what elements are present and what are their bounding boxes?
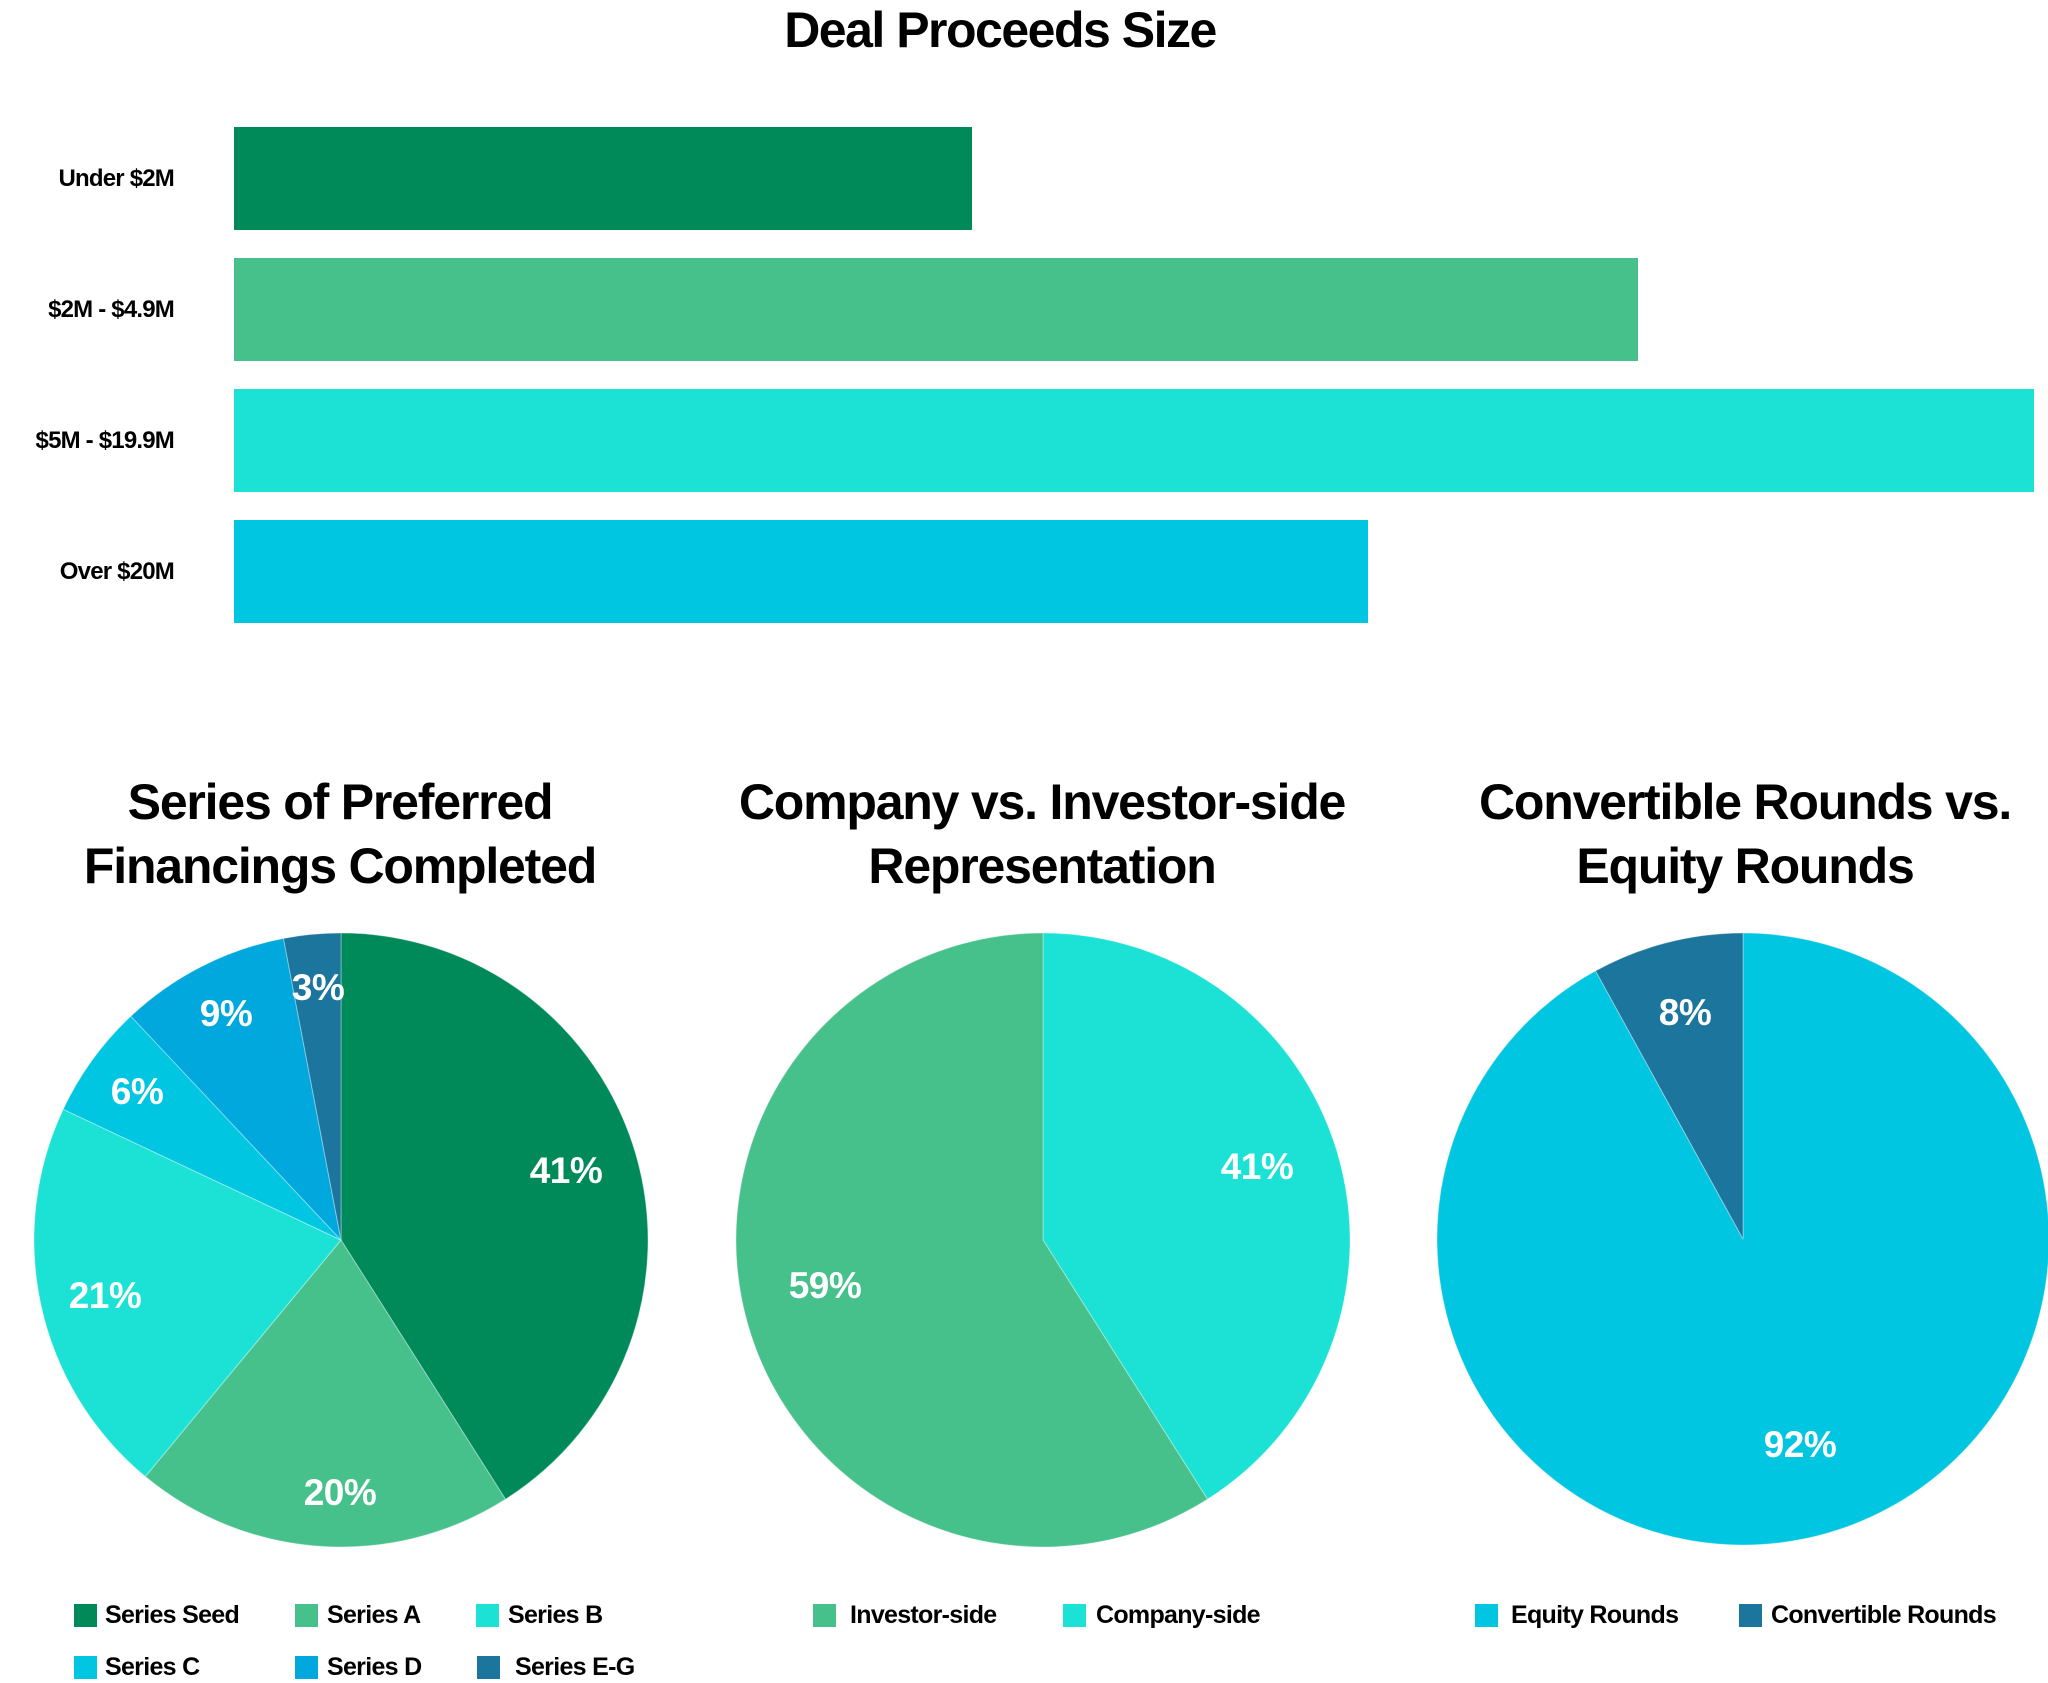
- pie-slice-label: 21%: [68, 1275, 142, 1316]
- bar: [234, 127, 972, 230]
- pie-title-line: Series of Preferred: [127, 774, 554, 830]
- legend-swatch: [295, 1655, 318, 1679]
- pie-company-vs-investor: [735, 932, 1351, 1548]
- legend-swatch: [813, 1603, 836, 1627]
- pie-slice-label: 20%: [303, 1472, 377, 1513]
- pie-title-line: Financings Completed: [83, 838, 597, 894]
- pie-representation-title: Company vs. Investor-side Representation: [700, 770, 1384, 898]
- legend-label: Investor-side: [850, 1601, 997, 1629]
- pie-slice-company-side: [1042, 932, 1351, 1500]
- pie-slice-convertible-rounds: [1594, 932, 1744, 1240]
- legend-swatch: [477, 1655, 500, 1679]
- legend-label: Series A: [327, 1601, 421, 1629]
- pie-rounds-title: Convertible Rounds vs. Equity Rounds: [1430, 770, 2048, 898]
- bar: [234, 258, 1638, 361]
- bar-chart-title: Deal Proceeds Size: [784, 2, 1217, 58]
- legend-label: Series E-G: [515, 1653, 635, 1681]
- pie-slice-label: 8%: [1658, 992, 1712, 1033]
- pie-slice-label: 92%: [1763, 1424, 1837, 1465]
- legend-swatch: [295, 1603, 318, 1627]
- pie-slice-series-a: [144, 1239, 507, 1548]
- pie-series-of-preferred: [33, 932, 649, 1548]
- pie-slice-label: 41%: [1220, 1146, 1294, 1187]
- pie-slice-equity-rounds: [1436, 932, 2048, 1546]
- pie-slice-label: 9%: [199, 993, 253, 1034]
- bar-row-under-2m: Under $2M: [0, 127, 2048, 230]
- pie-slice-series-c: [62, 1015, 342, 1241]
- pie-slice-series-seed: [340, 932, 649, 1500]
- pie-slice-label: 41%: [529, 1150, 603, 1191]
- pie-slice-investor-side: [735, 932, 1209, 1548]
- legend-label: Series D: [327, 1653, 422, 1681]
- pie-title-line: Convertible Rounds vs.: [1478, 774, 2012, 830]
- legend-item-company-side: Company-side: [1063, 1603, 1261, 1628]
- pie-slice-label: 6%: [110, 1071, 164, 1112]
- legend-item-series-b: Series B: [476, 1603, 603, 1628]
- legend-item-series-a: Series A: [295, 1603, 421, 1628]
- pie-slice-series-d: [130, 937, 342, 1242]
- bar-row-2m-4-9m: $2M - $4.9M: [0, 258, 2048, 361]
- legend-label: Convertible Rounds: [1771, 1601, 1997, 1629]
- pie-slice-series-b: [33, 1108, 342, 1478]
- legend-label: Series B: [508, 1601, 603, 1629]
- legend-item-convertible-rounds: Convertible Rounds: [1739, 1603, 1997, 1628]
- pie-title-line: Company vs. Investor-side: [738, 774, 1347, 830]
- legend-swatch: [74, 1603, 97, 1627]
- bar-row-over-20m: Over $20M: [0, 520, 2048, 623]
- bar-row-5m-19-9m: $5M - $19.9M: [0, 389, 2048, 492]
- legend-swatch: [1739, 1603, 1762, 1627]
- bar-label: $2M - $4.9M: [48, 295, 175, 323]
- legend-item-series-c: Series C: [74, 1655, 200, 1680]
- legend-label: Series Seed: [105, 1601, 240, 1629]
- legend-swatch: [476, 1603, 499, 1627]
- legend-label: Equity Rounds: [1511, 1601, 1679, 1629]
- legend-item-investor-side: Investor-side: [813, 1603, 997, 1628]
- legend-item-series-d: Series D: [295, 1655, 422, 1680]
- bar: [234, 389, 2034, 492]
- pie-title-line: Representation: [868, 838, 1216, 894]
- legend-swatch: [1475, 1603, 1498, 1627]
- legend-swatch: [1063, 1603, 1086, 1627]
- pie-slice-series-e-g: [282, 932, 342, 1241]
- bar-label: $5M - $19.9M: [35, 426, 175, 454]
- bar: [234, 520, 1368, 623]
- bar-label: Over $20M: [59, 557, 175, 585]
- pie-title-line: Equity Rounds: [1576, 838, 1914, 894]
- legend-label: Company-side: [1096, 1601, 1261, 1629]
- legend-item-series-e-g: Series E-G: [477, 1655, 635, 1680]
- legend-swatch: [74, 1655, 97, 1679]
- pie-slice-label: 59%: [788, 1265, 862, 1306]
- legend-item-series-seed: Series Seed: [74, 1603, 240, 1628]
- pie-slice-label: 3%: [291, 967, 345, 1008]
- legend-item-equity-rounds: Equity Rounds: [1475, 1603, 1679, 1628]
- bar-label: Under $2M: [58, 164, 175, 192]
- pie-series-title: Series of Preferred Financings Completed: [40, 770, 640, 898]
- pie-convertible-vs-equity: [1436, 932, 2048, 1546]
- legend-label: Series C: [105, 1653, 200, 1681]
